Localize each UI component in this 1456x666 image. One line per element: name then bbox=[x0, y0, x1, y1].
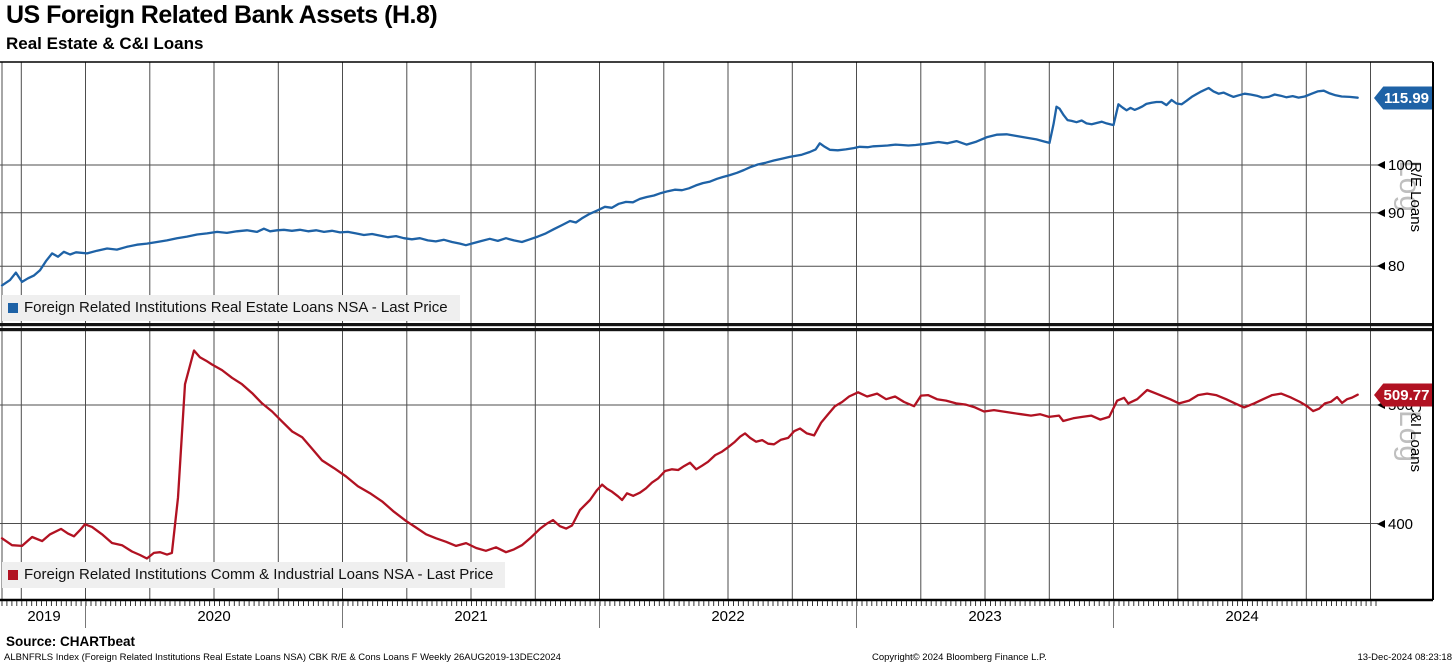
ci-series-marker-icon bbox=[8, 569, 18, 580]
tick-arrow-icon bbox=[1377, 401, 1385, 409]
ci-loans-line-series bbox=[0, 349, 1359, 560]
ticker-description: ALBNFRLS Index (Foreign Related Institut… bbox=[4, 652, 561, 663]
legend-re-label: Foreign Related Institutions Real Estate… bbox=[24, 299, 448, 316]
x-year-label-2020: 2020 bbox=[197, 608, 231, 625]
tick-arrow-icon bbox=[1377, 161, 1385, 169]
legend-ci-label: Foreign Related Institutions Comm & Indu… bbox=[24, 566, 494, 583]
y-tick-label-400: 400 bbox=[1377, 515, 1413, 533]
legend-re-loans: Foreign Related Institutions Real Estate… bbox=[2, 295, 460, 321]
y-tick-label-80: 80 bbox=[1377, 257, 1405, 275]
tick-arrow-icon bbox=[1377, 520, 1385, 528]
legend-ci-loans: Foreign Related Institutions Comm & Indu… bbox=[2, 562, 506, 588]
page-title: US Foreign Related Bank Assets (H.8) bbox=[6, 1, 438, 29]
y-tick-label-90: 90 bbox=[1377, 204, 1405, 222]
timestamp: 13-Dec-2024 08:23:18 bbox=[1357, 652, 1452, 663]
tick-arrow-icon bbox=[1377, 209, 1385, 217]
x-year-label-2022: 2022 bbox=[711, 608, 745, 625]
re-last-price-tag: 115.99 bbox=[1374, 86, 1432, 110]
x-year-label-2019: 2019 bbox=[27, 608, 61, 625]
re-series-marker-icon bbox=[8, 302, 18, 313]
copyright-notice: Copyright© 2024 Bloomberg Finance L.P. bbox=[872, 652, 1047, 663]
re-loans-line-series bbox=[0, 86, 1359, 287]
y-tick-label-100: 100 bbox=[1377, 156, 1413, 174]
x-year-label-2023: 2023 bbox=[968, 608, 1002, 625]
source-line: Source: CHARTbeat bbox=[6, 634, 136, 649]
ci-last-price-tag: 509.77 bbox=[1374, 383, 1432, 407]
x-year-label-2024: 2024 bbox=[1225, 608, 1259, 625]
page-subtitle: Real Estate & C&I Loans bbox=[6, 34, 204, 53]
tick-arrow-icon bbox=[1377, 262, 1385, 270]
x-year-label-2021: 2021 bbox=[454, 608, 488, 625]
